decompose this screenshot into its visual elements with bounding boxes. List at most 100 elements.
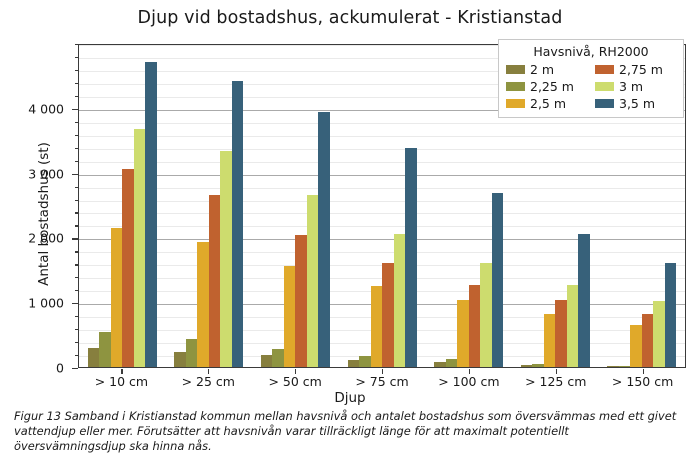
gridline-minor: [79, 57, 685, 59]
bar[interactable]: [607, 366, 619, 367]
gridline-minor: [79, 252, 685, 254]
bar[interactable]: [99, 332, 111, 367]
legend-item[interactable]: 2,5 m: [506, 96, 587, 111]
bar[interactable]: [110, 228, 123, 367]
legend: Havsnivå, RH2000 2 m 2,25 m 2,5 m 2,75 m 3 m…: [498, 39, 684, 118]
bar[interactable]: [185, 338, 198, 367]
gridline-minor: [79, 278, 685, 280]
bar[interactable]: [133, 128, 146, 367]
y-axis-tick-mark: [74, 56, 78, 59]
bar[interactable]: [370, 286, 383, 367]
bar[interactable]: [318, 111, 330, 367]
bar[interactable]: [295, 234, 307, 367]
bar[interactable]: [434, 362, 446, 367]
y-axis-tick-mark: [74, 225, 78, 227]
x-axis-tick-label: > 125 cm: [525, 374, 587, 389]
x-axis-tick-marks: [78, 369, 686, 375]
bars-layer: [79, 45, 685, 367]
legend-color-swatch: [506, 65, 525, 74]
y-axis-tick-marks: [72, 44, 78, 370]
legend-item[interactable]: 2,25 m: [506, 79, 587, 94]
bar[interactable]: [87, 347, 100, 367]
bar[interactable]: [641, 313, 654, 367]
bar[interactable]: [208, 195, 221, 367]
gridline-minor: [79, 45, 685, 46]
bar[interactable]: [231, 80, 244, 367]
y-axis-tick-mark: [74, 121, 78, 123]
chart-title: Djup vid bostadshus, ackumulerat - Krist…: [137, 8, 563, 28]
x-axis-tick-mark: [599, 369, 686, 375]
gridline-minor: [79, 213, 685, 215]
bar[interactable]: [457, 300, 469, 367]
y-axis-tick-mark: [74, 264, 78, 266]
legend-item[interactable]: 2,75 m: [595, 62, 676, 77]
legend-color-swatch: [595, 82, 614, 91]
y-axis-tick-label: 2 000: [28, 230, 64, 246]
bar[interactable]: [532, 363, 544, 367]
gridline-minor: [79, 226, 685, 228]
figure-caption: Figur 13 Samband i Kristianstad kommun m…: [14, 409, 677, 454]
y-axis-tick-label: 4 000: [28, 101, 64, 117]
bar[interactable]: [480, 262, 492, 367]
legend-color-swatch: [595, 99, 614, 108]
bar[interactable]: [578, 233, 590, 367]
bar[interactable]: [220, 150, 232, 367]
y-axis-tick-labels: 0 1 000 2 000 3 000 4 000: [0, 44, 72, 375]
gridline-minor: [79, 265, 685, 267]
y-axis-tick-mark: [72, 238, 78, 240]
legend-label: 3 m: [619, 79, 644, 94]
x-axis-title: Djup: [334, 390, 366, 406]
bar-group: [425, 45, 512, 367]
bar[interactable]: [664, 262, 677, 367]
y-axis-tick-mark: [72, 303, 78, 305]
legend-color-swatch: [595, 65, 614, 74]
bar[interactable]: [197, 241, 209, 367]
x-axis-tick-label: > 10 cm: [94, 374, 149, 389]
bar[interactable]: [653, 300, 665, 367]
bar-group: [598, 45, 685, 367]
bar[interactable]: [393, 234, 406, 367]
x-axis-tick-mark: [252, 369, 339, 375]
bar[interactable]: [445, 358, 458, 367]
y-axis-tick-mark: [72, 368, 78, 370]
bar[interactable]: [618, 366, 631, 367]
bar-group: [166, 45, 253, 367]
bar[interactable]: [359, 355, 371, 367]
y-axis-tick-mark: [74, 342, 78, 344]
bar[interactable]: [283, 265, 296, 367]
y-axis-tick-mark: [74, 95, 78, 98]
legend-item[interactable]: 2 m: [506, 62, 587, 77]
bar[interactable]: [491, 193, 504, 367]
bar[interactable]: [347, 359, 360, 367]
y-axis-tick-mark: [72, 108, 78, 110]
bar[interactable]: [468, 284, 481, 367]
gridline-minor: [79, 122, 685, 124]
bar[interactable]: [566, 284, 579, 367]
legend-color-swatch: [506, 82, 525, 91]
y-axis-tick-mark: [74, 69, 78, 72]
bar[interactable]: [174, 352, 186, 367]
bar[interactable]: [520, 365, 533, 367]
bar[interactable]: [145, 62, 157, 367]
y-axis-tick-mark: [74, 82, 78, 85]
legend-label: 2,25 m: [530, 79, 574, 94]
gridline-major: [79, 109, 685, 111]
bar[interactable]: [405, 147, 417, 367]
legend-item[interactable]: 3 m: [595, 79, 676, 94]
bar[interactable]: [306, 194, 319, 367]
bar[interactable]: [543, 313, 556, 367]
bar[interactable]: [630, 324, 642, 367]
bar[interactable]: [122, 169, 134, 367]
bar[interactable]: [260, 355, 273, 367]
y-axis-tick-mark: [74, 251, 78, 253]
bar[interactable]: [272, 348, 284, 367]
x-axis-tick-labels: > 10 cm > 25 cm > 50 cm > 75 cm > 100 cm > 12…: [78, 374, 686, 389]
gridline-minor: [79, 161, 685, 163]
legend-item[interactable]: 3,5 m: [595, 96, 676, 111]
y-axis-tick-mark: [74, 134, 78, 136]
bar-group: [512, 45, 599, 367]
x-axis-tick-label: > 50 cm: [268, 374, 322, 389]
bar[interactable]: [555, 300, 567, 367]
bar-group: [79, 45, 166, 367]
bar[interactable]: [382, 262, 394, 367]
